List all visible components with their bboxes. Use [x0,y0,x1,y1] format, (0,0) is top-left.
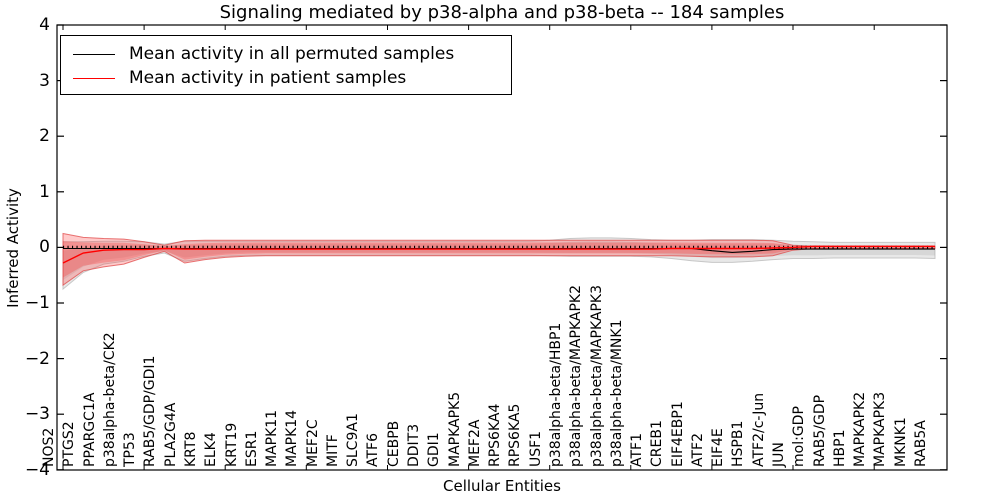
x-tick-label: mol:GDP [791,406,807,467]
y-tick-label: −4 [24,460,50,480]
x-tick-label: SLC9A1 [345,413,361,467]
legend: Mean activity in all permuted samples Me… [60,35,512,95]
legend-label-patient: Mean activity in patient samples [129,68,407,88]
x-tick-label: MEF2C [305,419,321,467]
x-tick-label: RAB5A [913,420,929,467]
x-tick-label: RPS6KA5 [507,403,523,467]
x-tick-label: ATF1 [629,432,645,467]
y-tick-label: 3 [39,71,50,91]
x-tick-label: CREB1 [649,420,665,467]
x-tick-label: HSPB1 [730,420,746,467]
x-tick-label: GDI1 [426,432,442,467]
y-tick-label: 1 [39,182,50,202]
legend-label-permuted: Mean activity in all permuted samples [129,44,455,64]
x-tick-label: KRT8 [183,431,199,467]
y-tick-label: 2 [39,126,50,146]
x-tick-label: MITF [325,434,341,467]
x-tick-label: MAPKAPK3 [872,391,888,467]
x-tick-label: MEF2A [467,419,483,467]
y-tick-label: −3 [24,404,50,424]
x-tick-label: MAPKAPK5 [447,391,463,467]
patient-mean-line [62,245,935,264]
patient-band-inner [63,241,935,278]
x-tick-label: EIF4EBP1 [670,401,686,467]
x-tick-label: p38alpha-beta/MAPKAPK3 [589,285,605,467]
x-tick-label: PPARGC1A [82,392,98,467]
x-tick-label: HBP1 [832,429,848,467]
x-tick-label: MAPK14 [284,409,300,467]
x-tick-label: USF1 [528,430,544,467]
x-tick-label: MAPKAPK2 [852,391,868,467]
legend-line-permuted-samples [73,53,115,55]
x-tick-label: DDIT3 [406,423,422,467]
y-tick-label: 0 [39,237,50,257]
x-tick-label: p38alpha-beta/MNK1 [609,319,625,468]
legend-item-patient: Mean activity in patient samples [73,66,511,90]
x-tick-label: RPS6KA4 [487,403,503,467]
patient-band-outer [62,232,936,287]
x-tick-label: TP53 [122,432,138,467]
x-tick-label: NOS2 [41,427,57,467]
x-tick-label: PLA2G4A [163,402,179,467]
x-tick-label: p38alpha-beta/MAPKAPK2 [568,285,584,467]
y-tick-label: −2 [24,349,50,369]
x-axis-label: Cellular Entities [443,477,561,495]
x-tick-label: RAB5/GDP [812,394,828,467]
x-tick-label: PTGS2 [61,421,77,467]
x-tick-label: ELK4 [203,432,219,467]
y-tick-label: −1 [24,293,50,313]
x-tick-label: ATF2/c-Jun [751,392,767,467]
x-tick-label: MKNK1 [893,417,909,467]
x-tick-label: ESR1 [244,430,260,467]
x-tick-label: CEBPB [386,420,402,467]
x-tick-label: KRT19 [224,422,240,467]
y-tick-label: 4 [39,15,50,35]
x-tick-label: EIF4E [710,428,726,467]
x-tick-label: p38alpha-beta/HBP1 [548,322,564,467]
legend-item-permuted: Mean activity in all permuted samples [73,42,511,66]
legend-line-patient-samples [73,77,115,79]
x-tick-label: JUN [771,442,787,467]
chart-title: Signaling mediated by p38-alpha and p38-… [219,2,785,23]
x-tick-label: RAB5/GDP/GDI1 [142,355,158,467]
x-tick-label: ATF2 [690,432,706,467]
x-tick-label: p38alpha-beta/CK2 [102,332,118,467]
x-tick-label: MAPK11 [264,409,280,467]
x-tick-label: ATF6 [365,432,381,467]
